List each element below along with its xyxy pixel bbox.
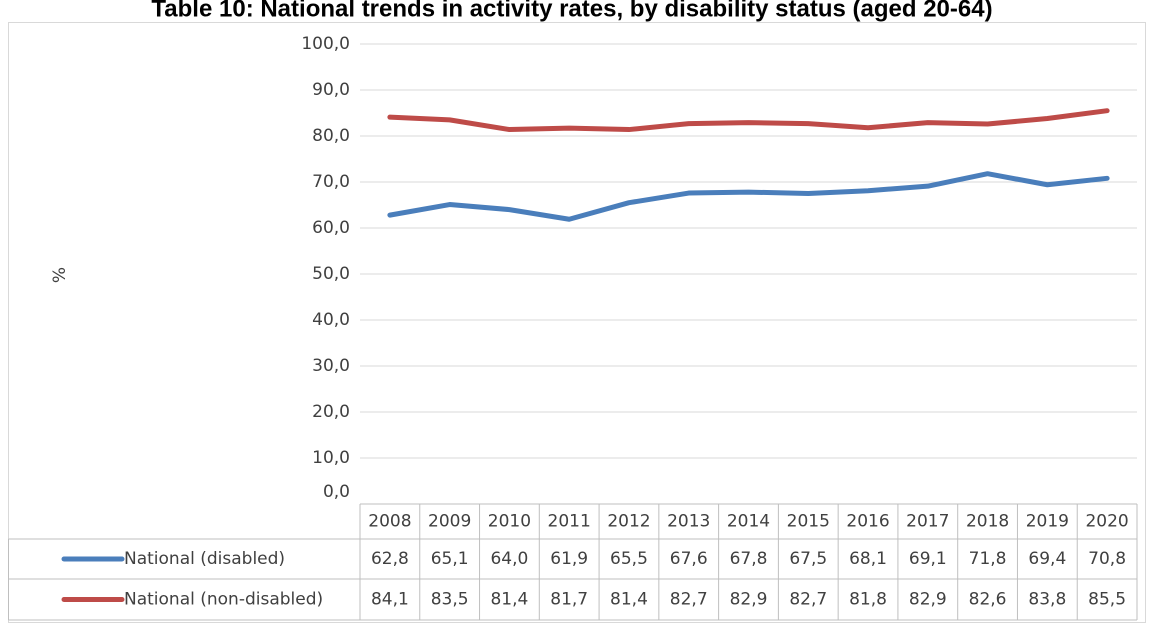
data-label: 61,9 xyxy=(550,549,588,569)
data-label: 64,0 xyxy=(490,549,528,569)
y-axis-title: % xyxy=(50,267,70,283)
data-label: 81,4 xyxy=(490,590,528,610)
x-tick-label: 2017 xyxy=(906,512,949,532)
data-label: 71,8 xyxy=(969,549,1007,569)
y-tick-label: 30,0 xyxy=(312,356,350,376)
legend-label: National (non-disabled) xyxy=(124,590,323,610)
series-line xyxy=(387,171,1110,222)
data-label: 69,1 xyxy=(909,549,947,569)
data-label: 70,8 xyxy=(1088,549,1126,569)
y-tick-label: 20,0 xyxy=(312,402,350,422)
x-tick-label: 2011 xyxy=(548,512,591,532)
data-label: 82,6 xyxy=(969,590,1007,610)
data-label: 82,7 xyxy=(670,590,708,610)
y-tick-label: 10,0 xyxy=(312,448,350,468)
data-label: 82,7 xyxy=(789,590,827,610)
data-label: 67,8 xyxy=(730,549,768,569)
data-label: 67,5 xyxy=(789,549,827,569)
data-label: 65,1 xyxy=(431,549,469,569)
data-label: 82,9 xyxy=(909,590,947,610)
y-tick-label: 80,0 xyxy=(312,126,350,146)
x-tick-label: 2014 xyxy=(727,512,770,532)
x-tick-label: 2009 xyxy=(428,512,471,532)
x-tick-label: 2010 xyxy=(488,512,531,532)
y-tick-label: 40,0 xyxy=(312,310,350,330)
x-tick-label: 2012 xyxy=(607,512,650,532)
x-tick-label: 2016 xyxy=(846,512,889,532)
legend-label: National (disabled) xyxy=(124,549,285,569)
x-tick-label: 2015 xyxy=(787,512,830,532)
y-tick-label: 100,0 xyxy=(301,34,350,54)
data-label: 83,5 xyxy=(431,590,469,610)
y-tick-label: 70,0 xyxy=(312,172,350,192)
data-label: 81,8 xyxy=(849,590,887,610)
y-tick-label: 90,0 xyxy=(312,80,350,100)
data-label: 82,9 xyxy=(730,590,768,610)
x-tick-label: 2019 xyxy=(1026,512,1069,532)
data-label: 67,6 xyxy=(670,549,708,569)
y-tick-label: 0,0 xyxy=(323,482,350,502)
data-label: 83,8 xyxy=(1028,590,1066,610)
x-tick-label: 2020 xyxy=(1085,512,1128,532)
data-label: 68,1 xyxy=(849,549,887,569)
chart-title: Table 10: National trends in activity ra… xyxy=(151,0,992,22)
x-tick-label: 2018 xyxy=(966,512,1009,532)
data-label: 69,4 xyxy=(1028,549,1066,569)
data-label: 62,8 xyxy=(371,549,409,569)
x-tick-label: 2008 xyxy=(368,512,411,532)
series-line xyxy=(387,108,1110,133)
data-label: 65,5 xyxy=(610,549,648,569)
x-tick-label: 2013 xyxy=(667,512,710,532)
data-label: 81,7 xyxy=(550,590,588,610)
chart-border xyxy=(8,22,1146,623)
y-tick-label: 60,0 xyxy=(312,218,350,238)
data-label: 81,4 xyxy=(610,590,648,610)
data-label: 85,5 xyxy=(1088,590,1126,610)
data-label: 84,1 xyxy=(371,590,409,610)
y-tick-label: 50,0 xyxy=(312,264,350,284)
